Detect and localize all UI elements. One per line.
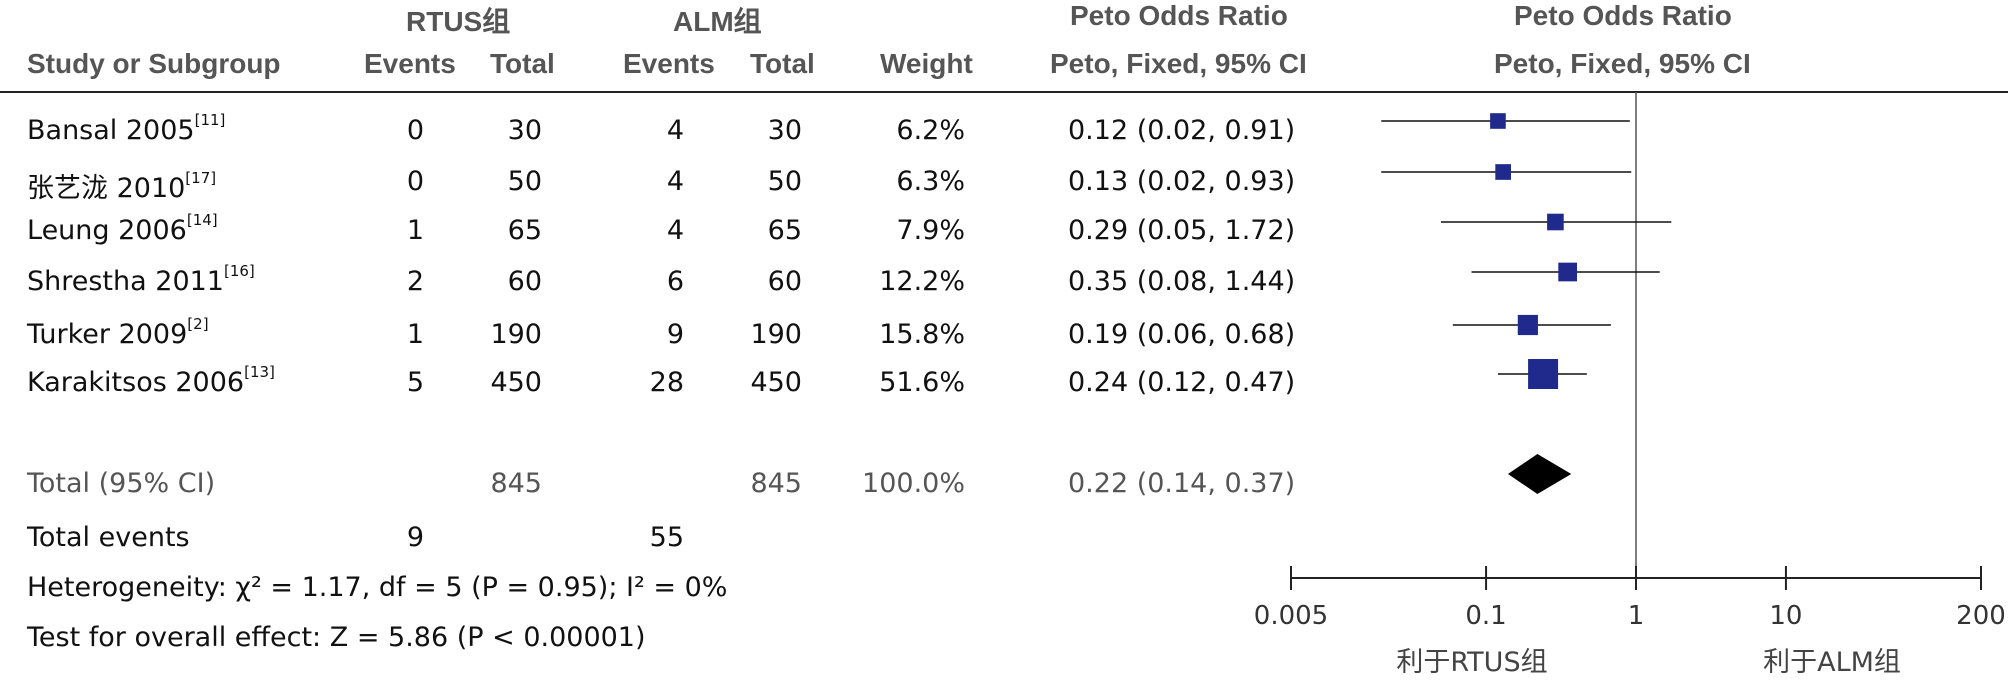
total1-value: 190 <box>490 319 542 350</box>
events2-value: 28 <box>649 367 684 398</box>
events2-value: 9 <box>666 319 684 350</box>
weight-value: 7.9% <box>896 215 965 246</box>
total1-value: 30 <box>507 115 542 146</box>
study-name-text: Karakitsos 2006 <box>27 367 245 398</box>
weight-value: 15.8% <box>879 319 965 350</box>
total-events2: 55 <box>649 522 684 553</box>
events1-value: 1 <box>406 319 424 350</box>
weight-value: 6.3% <box>896 166 965 197</box>
heterogeneity-stat: Heterogeneity: χ² = 1.17, df = 5 (P = 0.… <box>27 572 728 603</box>
study-reference: [16] <box>223 262 255 280</box>
total2-value: 190 <box>750 319 802 350</box>
favours-right-label: 利于ALM组 <box>1763 647 1901 678</box>
total2-value: 30 <box>767 115 802 146</box>
study-reference: [17] <box>185 169 217 187</box>
total1-column-header: Total <box>490 48 555 79</box>
x-tick-label: 200 <box>1956 601 2006 631</box>
study-reference: [2] <box>187 315 209 333</box>
x-tick-label: 1 <box>1628 601 1645 631</box>
events1-column-header: Events <box>364 48 456 79</box>
events2-value: 4 <box>666 115 684 146</box>
total2-column-header: Total <box>750 48 815 79</box>
total1-value: 845 <box>490 468 542 499</box>
x-tick-label: 0.1 <box>1465 601 1506 631</box>
events2-value: 6 <box>666 266 684 297</box>
total1-value: 60 <box>507 266 542 297</box>
total2-value: 60 <box>767 266 802 297</box>
study-reference: [11] <box>194 111 226 129</box>
total2-value: 50 <box>767 166 802 197</box>
total2-value: 845 <box>750 468 802 499</box>
events1-value: 2 <box>406 266 424 297</box>
total-weight: 100.0% <box>862 468 965 499</box>
total2-value: 65 <box>767 215 802 246</box>
group1-header: RTUS组 <box>406 6 511 37</box>
plot-method: Peto, Fixed, 95% CI <box>1494 48 1751 79</box>
pooled-diamond <box>1507 454 1572 494</box>
total1-value: 450 <box>490 367 542 398</box>
ci-text: 0.19 (0.06, 0.68) <box>1068 319 1296 350</box>
study-marker <box>1558 262 1577 282</box>
total-events1: 9 <box>406 522 424 553</box>
group2-header: ALM组 <box>673 6 762 37</box>
study-marker <box>1490 113 1506 129</box>
ci-text: 0.13 (0.02, 0.93) <box>1068 166 1296 197</box>
study-marker <box>1547 213 1564 231</box>
study-marker <box>1517 314 1538 336</box>
study-name-text: Leung 2006 <box>27 215 187 246</box>
weight-value: 51.6% <box>879 367 965 398</box>
study-name: Leung 2006[14] <box>27 211 218 246</box>
header-divider <box>0 91 2008 93</box>
study-reference: [14] <box>186 211 218 229</box>
ci-text: 0.29 (0.05, 1.72) <box>1068 215 1296 246</box>
total1-value: 50 <box>507 166 542 197</box>
study-column-header: Study or Subgroup <box>27 48 281 79</box>
total2-value: 450 <box>750 367 802 398</box>
study-reference: [13] <box>244 363 275 381</box>
total1-value: 65 <box>507 215 542 246</box>
ci-text: 0.35 (0.08, 1.44) <box>1068 266 1296 297</box>
plot-title: Peto Odds Ratio <box>1514 0 1732 31</box>
study-name: 张艺泷 2010[17] <box>27 166 216 205</box>
study-name-text: 张艺泷 2010 <box>27 173 186 204</box>
study-name: Bansal 2005[11] <box>27 111 225 146</box>
weight-column-header: Weight <box>880 48 973 79</box>
favours-left-label: 利于RTUS组 <box>1396 647 1547 678</box>
study-name: Karakitsos 2006[13] <box>27 363 275 398</box>
study-name: Shrestha 2011[16] <box>27 262 255 297</box>
ci-text: 0.24 (0.12, 0.47) <box>1068 367 1296 398</box>
x-tick-label: 0.005 <box>1254 601 1328 631</box>
study-name-text: Bansal 2005 <box>27 115 195 146</box>
study-marker <box>1495 164 1511 180</box>
events2-column-header: Events <box>623 48 715 79</box>
total-label: Total (95% CI) <box>27 468 216 499</box>
events2-value: 4 <box>666 166 684 197</box>
effect-column-title: Peto Odds Ratio <box>1070 0 1288 31</box>
events1-value: 0 <box>406 115 424 146</box>
study-name: Turker 2009[2] <box>27 315 209 350</box>
weight-value: 6.2% <box>896 115 965 146</box>
total-events-label: Total events <box>27 522 190 553</box>
total-ci-text: 0.22 (0.14, 0.37) <box>1068 468 1296 499</box>
effect-column-method: Peto, Fixed, 95% CI <box>1050 48 1307 79</box>
events1-value: 0 <box>406 166 424 197</box>
weight-value: 12.2% <box>879 266 965 297</box>
events1-value: 1 <box>406 215 424 246</box>
ci-text: 0.12 (0.02, 0.91) <box>1068 115 1296 146</box>
study-marker <box>1528 359 1559 389</box>
study-name-text: Shrestha 2011 <box>27 266 224 297</box>
events1-value: 5 <box>406 367 424 398</box>
study-name-text: Turker 2009 <box>27 319 188 350</box>
x-tick-label: 10 <box>1769 601 1802 631</box>
events2-value: 4 <box>666 215 684 246</box>
overall-effect-stat: Test for overall effect: Z = 5.86 (P < 0… <box>27 622 646 653</box>
